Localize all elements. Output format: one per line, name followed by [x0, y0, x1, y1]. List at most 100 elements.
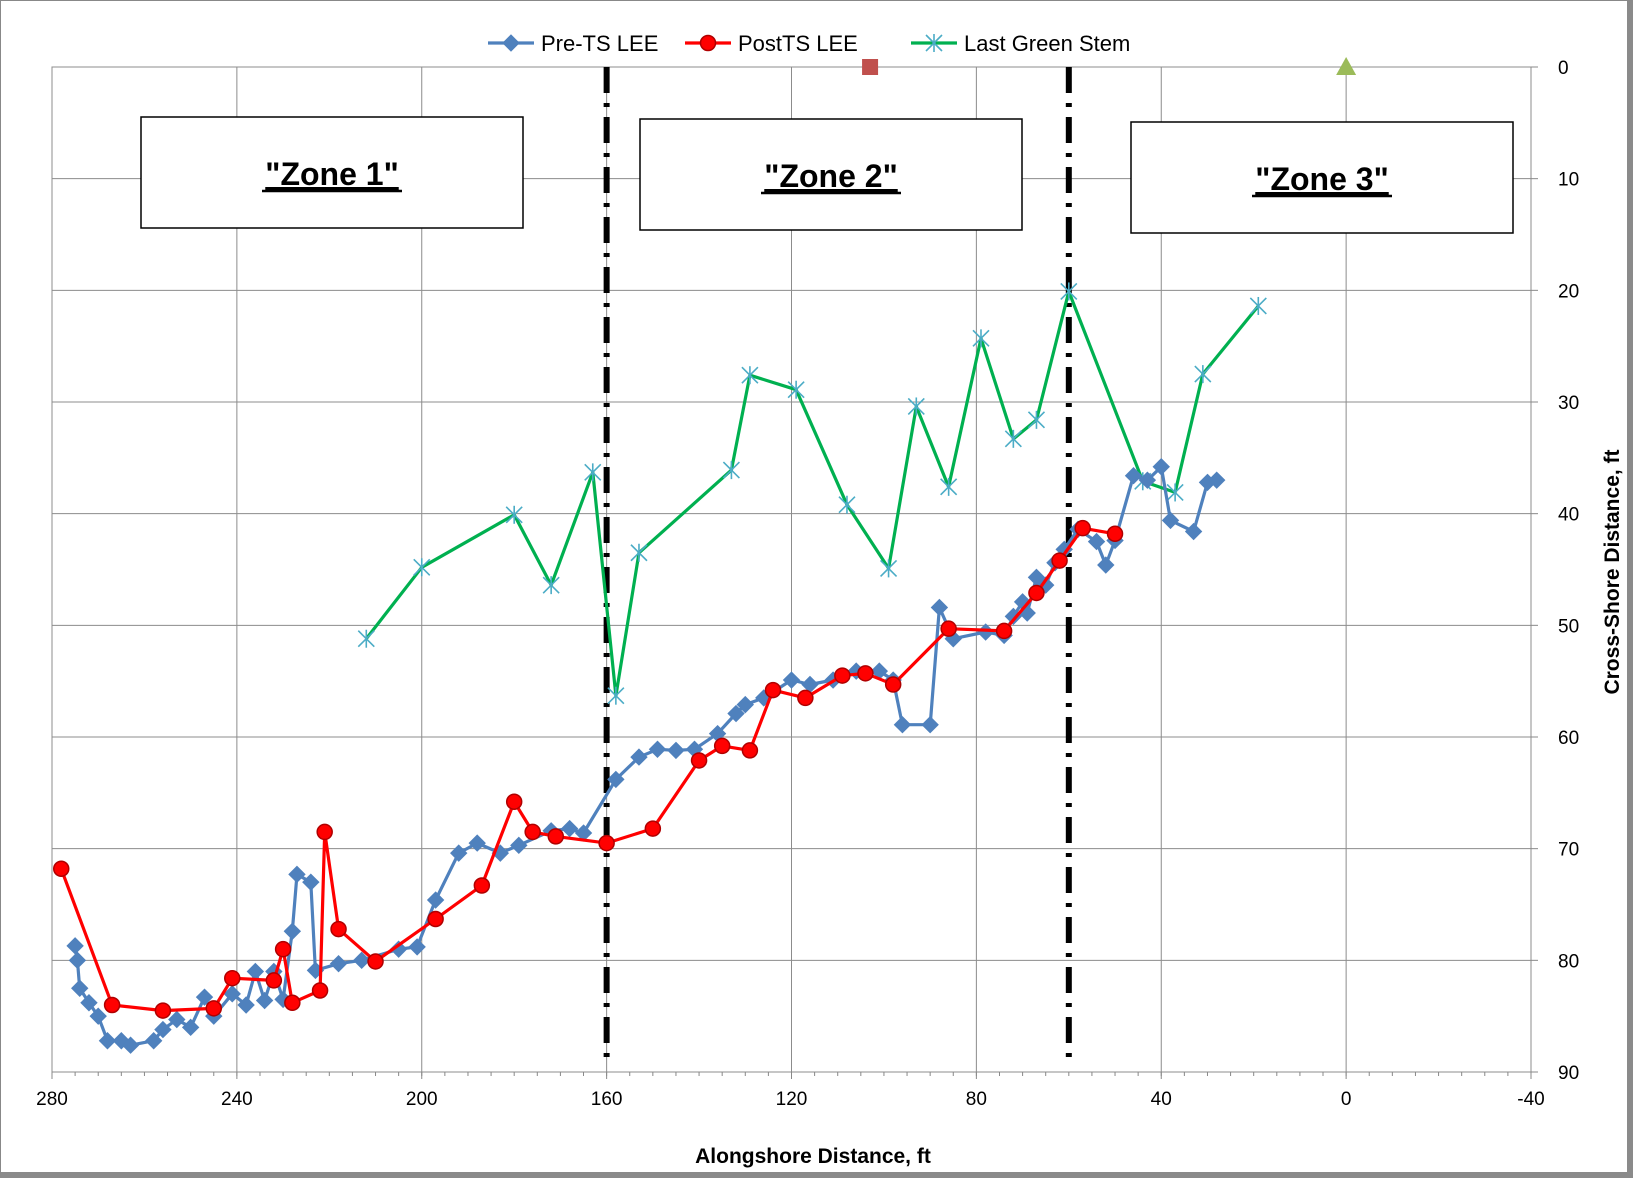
data-point: [284, 994, 301, 1012]
data-point: [834, 667, 851, 684]
data-point: [607, 770, 625, 789]
y-tick-label: 30: [1558, 393, 1579, 414]
data-point: [89, 1007, 107, 1025]
data-point: [722, 461, 740, 480]
data-point: [154, 1002, 172, 1019]
data-point: [940, 477, 958, 496]
x-tick-label: 0: [1341, 1089, 1352, 1110]
extra-marker-square: [862, 59, 879, 75]
data-point: [1166, 483, 1184, 502]
data-point: [288, 865, 306, 884]
data-point: [857, 665, 874, 682]
data-point: [468, 834, 486, 852]
legend: Pre-TS LEE PostTS LEE Last Green Stem: [488, 31, 1130, 56]
data-point: [764, 681, 782, 699]
data-point: [644, 820, 662, 837]
data-point: [68, 951, 87, 970]
data-point: [329, 954, 348, 973]
data-point: [879, 559, 898, 578]
x-axis-title: Alongshore Distance, ft: [695, 1145, 931, 1168]
data-point: [330, 920, 347, 938]
x-tick-label: 240: [221, 1089, 253, 1110]
y-tick-label: 60: [1558, 728, 1579, 749]
zone-boundaries: [603, 67, 1072, 1060]
y-axis-title: Cross-Shore Distance, ft: [1601, 449, 1624, 694]
data-point: [648, 740, 667, 758]
data-point: [782, 671, 801, 689]
series-line: [365, 289, 1260, 698]
data-point: [1004, 429, 1022, 448]
extra-marker-triangle: [1336, 57, 1357, 75]
data-point: [510, 836, 528, 855]
data-point: [921, 716, 939, 734]
axes: 280 240 200 160 120 80 40 0 -40 0 10 20 30 40 50 60 70 80…: [36, 58, 1579, 1110]
data-point: [1161, 511, 1180, 530]
data-point: [1097, 556, 1115, 574]
data-point: [121, 1036, 140, 1054]
data-point: [168, 1010, 186, 1029]
data-point: [52, 860, 70, 878]
y-tick-label: 50: [1558, 616, 1579, 637]
data-point: [505, 793, 523, 811]
zone-box: [639, 118, 1023, 231]
zone-label: "Zone 3": [1255, 161, 1388, 197]
data-point: [1027, 410, 1046, 429]
legend-label: Pre-TS LEE: [541, 31, 658, 56]
data-point: [690, 752, 708, 769]
data-point: [972, 329, 990, 348]
data-point: [787, 380, 805, 399]
data-point: [1208, 471, 1226, 489]
x-tick-label: 120: [776, 1089, 808, 1110]
legend-marker: [502, 34, 520, 52]
data-point: [98, 1032, 117, 1050]
data-point: [630, 543, 648, 562]
data-point: [630, 748, 648, 766]
data-point: [265, 972, 283, 989]
y-tick-label: 80: [1558, 951, 1579, 972]
legend-marker: [699, 34, 717, 52]
data-point: [584, 463, 602, 482]
data-point: [1138, 471, 1157, 489]
data-point: [1152, 458, 1170, 476]
data-point: [103, 996, 121, 1014]
data-point: [736, 695, 754, 714]
y-tick-label: 70: [1558, 840, 1579, 861]
data-point: [316, 823, 333, 841]
series-layer: [52, 57, 1357, 1054]
data-point: [907, 397, 925, 416]
data-point: [1106, 525, 1124, 543]
data-point: [1028, 584, 1045, 602]
data-point: [283, 922, 302, 941]
zone-box: [140, 116, 524, 229]
data-point: [884, 676, 902, 693]
series-line: [59, 526, 1116, 1013]
data-point: [311, 982, 329, 999]
legend-label: PostTS LEE: [738, 31, 858, 56]
data-point: [741, 366, 759, 385]
zone-label: "Zone 1": [265, 156, 398, 192]
data-point: [302, 873, 320, 891]
x-tick-label: 40: [1151, 1089, 1172, 1110]
data-point: [450, 844, 468, 862]
legend-item: Last Green Stem: [911, 31, 1130, 56]
data-point: [408, 938, 426, 956]
data-point: [1087, 532, 1106, 551]
data-point: [598, 834, 615, 852]
data-point: [727, 704, 745, 723]
data-point: [352, 951, 371, 970]
data-point: [524, 823, 541, 841]
x-tick-label: -40: [1517, 1089, 1544, 1110]
data-point: [1184, 522, 1203, 541]
data-point: [426, 891, 445, 909]
data-point: [1249, 296, 1267, 315]
data-point: [505, 505, 523, 524]
y-tick-label: 40: [1558, 505, 1579, 526]
data-point: [181, 1018, 200, 1037]
data-point: [413, 558, 431, 577]
data-point: [237, 996, 255, 1014]
data-point: [893, 716, 912, 734]
y-tick-label: 90: [1558, 1063, 1579, 1084]
data-point: [195, 988, 214, 1006]
legend-item: Pre-TS LEE: [488, 31, 658, 56]
